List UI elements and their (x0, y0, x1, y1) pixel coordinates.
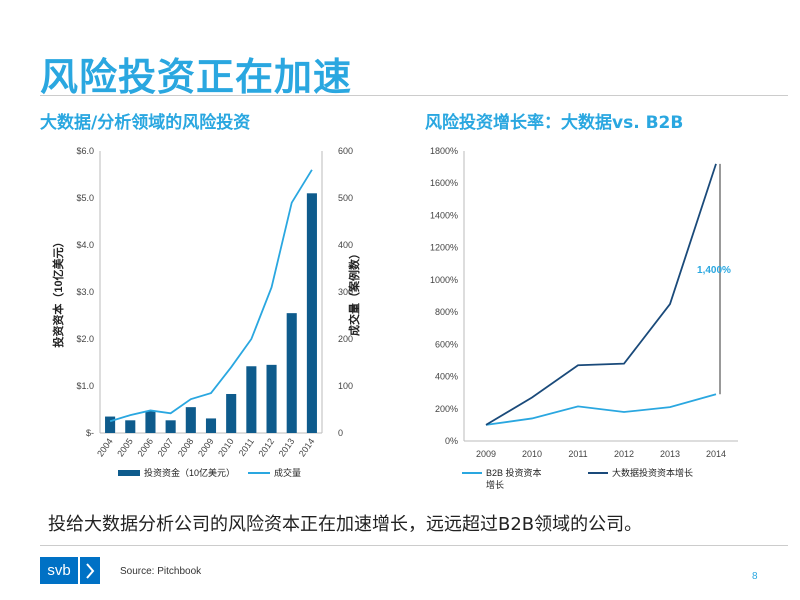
source-note: Source: Pitchbook (120, 566, 202, 577)
x-tick-label: 2014 (297, 436, 317, 458)
title-divider (40, 95, 788, 96)
right-y-tick-label: 400 (338, 240, 353, 250)
right-y-tick-label: 0 (338, 428, 343, 438)
bar (205, 418, 217, 433)
left-y-tick-label: $1.0 (76, 381, 94, 391)
right-y-tick-label: 300 (338, 287, 353, 297)
gap-annotation-label: 1,400% (697, 265, 731, 276)
x-tick-label: 2005 (115, 436, 135, 458)
bar (286, 313, 297, 433)
left-y-tick-label: $2.0 (76, 334, 94, 344)
right-y-tick-label: 100 (338, 381, 353, 391)
x-tick-label: 2006 (135, 436, 155, 458)
y-tick-label: 1000% (430, 275, 458, 285)
x-tick-label: 2011 (237, 436, 256, 458)
x-tick-label: 2009 (476, 449, 496, 459)
bar (246, 366, 257, 433)
right-y-tick-label: 500 (338, 193, 353, 203)
svb-logo: svb (40, 557, 100, 584)
left-chart-title: 大数据/分析领域的风险投资 (40, 113, 251, 133)
x-tick-label: 2008 (176, 436, 196, 458)
x-tick-label: 2013 (277, 436, 297, 458)
y-tick-label: 400% (435, 372, 458, 382)
bottom-note: 投给大数据分析公司的风险资本正在加速增长，远远超过B2B领域的公司。 (48, 514, 643, 535)
y-tick-label: 1600% (430, 178, 458, 188)
b2b-growth-line (485, 393, 717, 426)
legend-label-bar: 投资资金（10亿美元） (144, 467, 235, 478)
right-chart: 0% 200% 400% 600% 800% 1000% 1200% 1400% 1600% 18… (430, 146, 738, 490)
x-tick-label: 2009 (196, 436, 216, 458)
right-y-tick-label: 600 (338, 146, 353, 156)
chevron-right-icon (80, 557, 100, 584)
bigdata-growth-line (485, 163, 717, 426)
left-y-tick-label: $4.0 (76, 240, 94, 250)
left-chart: $- $1.0 $2.0 $3.0 $4.0 $5.0 $6.0 0 100 200 300 400 5… (51, 146, 361, 478)
deal-volume-line (109, 169, 313, 423)
right-chart-title: 风险投资增长率：大数据vs. B2B (425, 113, 684, 133)
x-tick-label: 2012 (614, 449, 634, 459)
bar (125, 420, 136, 433)
bar (165, 420, 176, 433)
right-y-tick-label: 200 (338, 334, 353, 344)
y-tick-label: 0% (445, 436, 458, 446)
y-tick-label: 800% (435, 307, 458, 317)
bar (145, 410, 156, 433)
y-tick-label: 600% (435, 339, 458, 349)
y-tick-label: 1400% (430, 210, 458, 220)
legend-label-b2b: B2B 投资资本增长 (486, 467, 542, 490)
x-tick-label: 2010 (216, 436, 236, 458)
svb-logo-text: svb (40, 557, 78, 584)
x-tick-label: 2004 (95, 436, 115, 458)
x-tick-label: 2007 (156, 436, 176, 458)
x-tick-label: 2011 (568, 449, 587, 459)
legend-label-bigdata: 大数据投资资本增长 (612, 467, 693, 478)
left-y-tick-label: $- (86, 428, 94, 438)
slide-title: 风险投资正在加速 (40, 55, 353, 99)
bar (226, 393, 237, 433)
x-tick-label: 2013 (660, 449, 680, 459)
left-y-tick-label: $3.0 (76, 287, 94, 297)
x-tick-label: 2014 (706, 449, 726, 459)
y-tick-label: 1200% (430, 243, 458, 253)
legend-label-line: 成交量 (274, 467, 301, 478)
right-y-axis-label: 成交量（案例数） (347, 248, 361, 336)
footer-divider (40, 545, 788, 546)
legend-label-b2b-line2: 增长 (486, 479, 504, 490)
x-tick-label: 2012 (257, 436, 277, 458)
bar (266, 364, 277, 433)
x-tick-label: 2010 (522, 449, 542, 459)
y-tick-label: 1800% (430, 146, 458, 156)
left-y-tick-label: $5.0 (76, 193, 94, 203)
bar (105, 416, 116, 433)
y-tick-label: 200% (435, 404, 458, 414)
legend-label-b2b-line1: B2B 投资资本 (486, 467, 542, 478)
bar (185, 407, 196, 433)
bar (306, 193, 317, 433)
legend-swatch-bar (118, 470, 140, 476)
left-y-tick-label: $6.0 (76, 146, 94, 156)
page-number: 8 (752, 571, 758, 582)
left-y-axis-label: 投资资本（10亿美元） (51, 236, 65, 347)
